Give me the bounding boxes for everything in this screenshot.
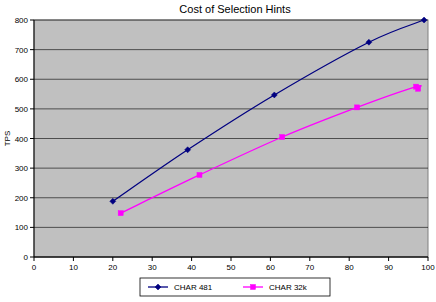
point	[118, 211, 123, 216]
x-tick-label: 80	[345, 263, 354, 272]
point	[185, 147, 191, 153]
point	[421, 17, 427, 23]
data-group	[110, 17, 427, 216]
y-tick-label: 700	[15, 46, 29, 55]
grid-line	[34, 79, 428, 80]
point	[355, 105, 360, 110]
y-tick-label: 800	[15, 16, 29, 25]
x-tick	[231, 257, 232, 261]
y-axis-label: TPS	[3, 131, 12, 147]
point	[271, 92, 277, 98]
x-tick	[73, 257, 74, 261]
y-tick-label: 0	[24, 253, 29, 262]
x-tick	[191, 257, 192, 261]
grid-line	[34, 20, 428, 21]
series-line	[121, 86, 422, 214]
y-tick-label: 600	[15, 75, 29, 84]
x-tick	[34, 257, 35, 261]
y-tick-label: 400	[15, 135, 29, 144]
y-axis	[34, 20, 35, 257]
x-tick-label: 100	[421, 263, 435, 272]
x-tick	[270, 257, 271, 261]
x-tick-label: 90	[384, 263, 393, 272]
x-tick-label: 60	[266, 263, 275, 272]
y-tick-label: 100	[15, 223, 29, 232]
x-tick-label: 10	[69, 263, 78, 272]
grid-line	[34, 108, 428, 109]
point	[110, 198, 116, 204]
y-tick	[30, 197, 34, 198]
x-tick	[428, 257, 429, 261]
x-tick	[349, 257, 350, 261]
plot-area	[34, 20, 428, 257]
y-tick-label: 200	[15, 194, 29, 203]
y-tick	[30, 138, 34, 139]
x-tick	[152, 257, 153, 261]
legend-marker	[251, 285, 256, 290]
legend-box	[140, 278, 330, 296]
y-tick-label: 300	[15, 164, 29, 173]
x-tick-label: 0	[32, 263, 37, 272]
legend-label: CHAR 481	[174, 283, 213, 292]
grid-line	[34, 197, 428, 198]
point	[280, 135, 285, 140]
x-tick-label: 30	[148, 263, 157, 272]
x-tick-label: 20	[108, 263, 117, 272]
legend: CHAR 481 CHAR 32k	[140, 278, 330, 296]
legend-marker	[155, 284, 161, 290]
grid-line	[34, 49, 428, 50]
x-tick	[388, 257, 389, 261]
y-tick	[30, 227, 34, 228]
point	[366, 39, 372, 45]
point	[416, 86, 421, 91]
x-tick-label: 70	[305, 263, 314, 272]
y-tick	[30, 79, 34, 80]
grid-line	[34, 227, 428, 228]
y-tick	[30, 49, 34, 50]
x-axis	[34, 257, 428, 258]
x-tick	[112, 257, 113, 261]
x-tick	[309, 257, 310, 261]
grid-line	[34, 138, 428, 139]
series-line	[113, 20, 424, 201]
chart: Cost of Selection Hints01002003004005006…	[0, 0, 436, 302]
legend-label: CHAR 32k	[269, 283, 308, 292]
y-tick	[30, 108, 34, 109]
y-tick	[30, 20, 34, 21]
grid-line	[34, 257, 428, 258]
title: Cost of Selection Hints	[179, 3, 291, 15]
y-tick-label: 500	[15, 105, 29, 114]
x-tick-label: 40	[187, 263, 196, 272]
y-tick	[30, 168, 34, 169]
point	[197, 172, 202, 177]
grid-line	[34, 168, 428, 169]
y-tick	[30, 257, 34, 258]
x-tick-label: 50	[227, 263, 236, 272]
